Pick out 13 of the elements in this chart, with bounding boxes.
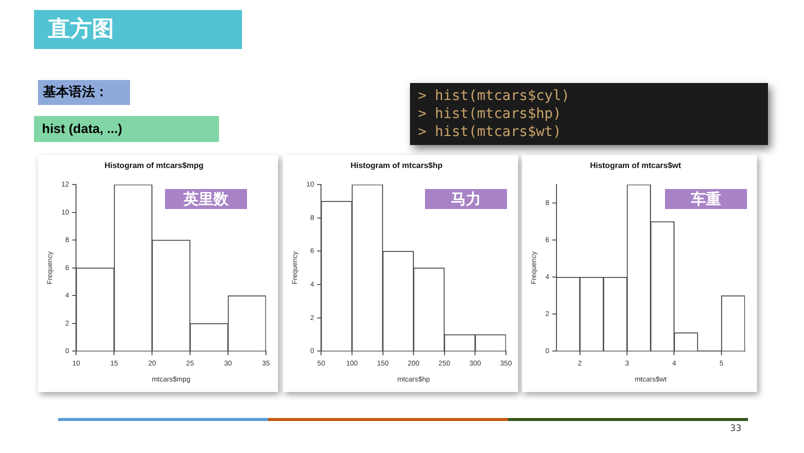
chart-title: Histogram of mtcars$wt (590, 161, 682, 170)
chart-title: Histogram of mtcars$mpg (104, 161, 204, 170)
text: > hist(mtcars$wt) (418, 123, 562, 141)
text: 33 (730, 424, 742, 434)
text: > hist(mtcars$hp) (418, 105, 562, 123)
caption-tag: 车重 (665, 189, 747, 209)
text: 直方图 (34, 10, 242, 49)
text: hist (data, ...) (34, 116, 219, 142)
text: > hist(mtcars$cyl) (418, 87, 571, 105)
caption-tag: 马力 (425, 189, 507, 209)
text: 基本语法： (38, 80, 130, 105)
caption-tag: 英里数 (165, 189, 247, 209)
chart-title: Histogram of mtcars$hp (350, 161, 443, 170)
